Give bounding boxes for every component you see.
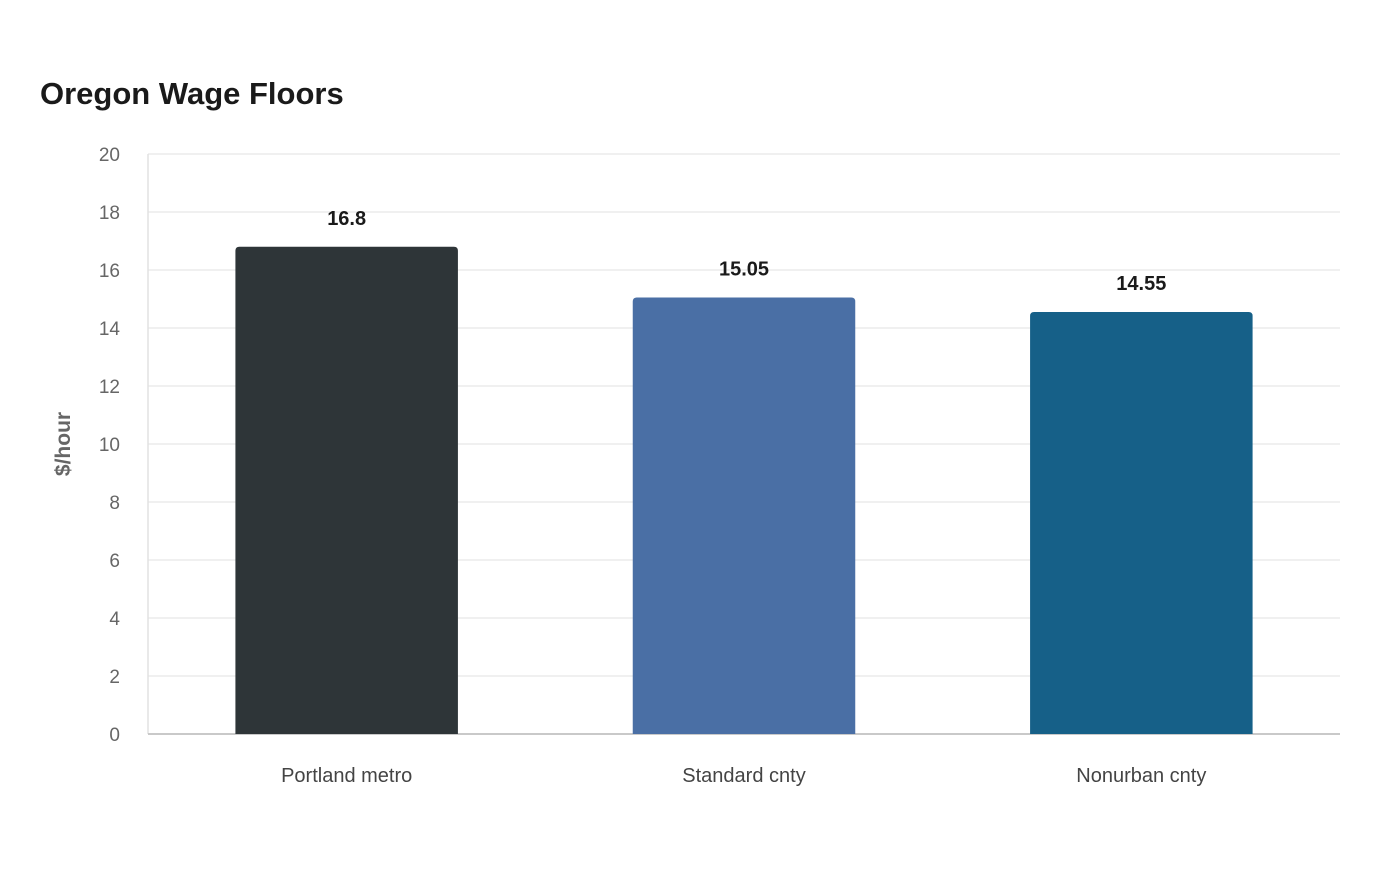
value-label: 16.8 xyxy=(327,208,366,230)
y-tick-label: 10 xyxy=(99,435,120,456)
y-tick-labels: 0 2 4 6 8 10 12 14 16 18 20 xyxy=(99,145,121,746)
x-tick-label: Portland metro xyxy=(281,765,412,787)
y-tick-label: 14 xyxy=(99,319,121,340)
y-tick-label: 18 xyxy=(99,203,120,224)
bar-standard-cnty xyxy=(632,297,856,734)
value-label: 14.55 xyxy=(1116,273,1166,295)
y-tick-label: 8 xyxy=(109,493,120,514)
value-labels: 16.8 15.05 14.55 xyxy=(327,208,1166,295)
y-tick-label: 12 xyxy=(99,377,120,398)
y-axis-title: $/hour xyxy=(52,412,75,476)
bar-portland-metro xyxy=(235,246,458,735)
x-tick-labels: Portland metro Standard cnty Nonurban cnty xyxy=(281,765,1206,787)
y-tick-label: 2 xyxy=(109,667,120,688)
bars xyxy=(235,246,1253,735)
x-tick-label: Standard cnty xyxy=(682,765,805,787)
x-tick-label: Nonurban cnty xyxy=(1076,765,1206,787)
y-tick-label: 20 xyxy=(99,145,120,166)
bar-nonurban-cnty xyxy=(1030,312,1253,734)
chart-title: Oregon Wage Floors xyxy=(40,76,344,111)
y-tick-label: 6 xyxy=(109,551,120,572)
y-tick-label: 0 xyxy=(109,725,120,746)
value-label: 15.05 xyxy=(719,259,769,281)
y-tick-label: 16 xyxy=(99,261,120,282)
y-tick-label: 4 xyxy=(109,609,120,630)
